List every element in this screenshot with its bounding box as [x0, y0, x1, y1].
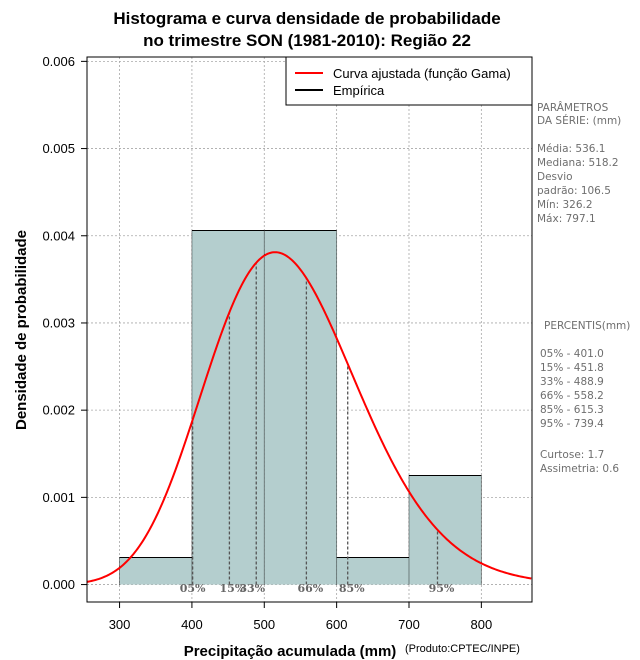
histogram-bar-2: [264, 230, 337, 585]
percentile-label-15%: 15%: [220, 582, 246, 595]
percentiles-panel: PERCENTIS(mm) 05% - 401.0 15% - 451.8 33…: [540, 320, 630, 475]
y-tick-label: 0.005: [42, 141, 75, 156]
y-tick-label: 0.003: [42, 315, 75, 330]
y-tick-label: 0.000: [42, 577, 75, 592]
percentile-05: 05% - 401.0: [540, 348, 604, 360]
x-tick-label: 400: [181, 617, 203, 632]
y-tick-label: 0.001: [42, 490, 75, 505]
percentile-lines: [191, 262, 439, 585]
chart-title-line-2: no trimestre SON (1981-2010): Região 22: [143, 31, 471, 50]
param-max: Máx: 797.1: [537, 213, 596, 225]
percentile-66: 66% - 558.2: [540, 390, 604, 402]
params-title-2: DA SÉRIE: (mm): [537, 114, 621, 127]
param-desvio: Desvio: [537, 171, 573, 183]
histogram-bars: [119, 230, 482, 585]
percentile-labels: 05% 15%33% 66% 85% 95%: [180, 582, 455, 595]
y-tick-label: 0.004: [42, 228, 75, 243]
credit-label: (Produto:CPTEC/INPE): [405, 643, 520, 655]
param-mediana: Mediana: 518.2: [537, 157, 619, 169]
param-min: Mín: 326.2: [537, 199, 593, 211]
series-parameters-panel: PARÂMETROS DA SÉRIE: (mm) Média: 536.1 M…: [537, 101, 621, 225]
percentile-15: 15% - 451.8: [540, 362, 604, 374]
x-axis-label: Precipitação acumulada (mm): [184, 643, 397, 660]
x-tick-label: 500: [253, 617, 275, 632]
y-tick-label: 0.006: [42, 54, 75, 69]
percentile-85: 85% - 615.3: [540, 404, 604, 416]
x-tick-label: 800: [470, 617, 492, 632]
params-title-1: PARÂMETROS: [537, 101, 609, 114]
percentile-label-85%: 85%: [339, 582, 365, 595]
percentile-label-95%: 95%: [429, 582, 455, 595]
y-axis-label: Densidade de probabilidade: [13, 230, 30, 430]
param-padrao: padrão: 106.5: [537, 185, 611, 197]
x-axis: 300 400 500 600 700 800: [109, 602, 492, 632]
x-tick-label: 300: [109, 617, 131, 632]
percentile-33: 33% - 488.9: [540, 376, 604, 388]
fitted-gamma-curve: [86, 251, 532, 583]
y-axis: 0.000 0.001 0.002 0.003 0.004 0.005 0.006: [42, 54, 87, 592]
param-media: Média: 536.1: [537, 143, 605, 155]
percentile-label-05%: 05%: [180, 582, 206, 595]
assimetria-value: Assimetria: 0.6: [540, 463, 619, 475]
legend-empirical-label: Empírica: [333, 83, 385, 98]
percentile-label-33%: 33%: [239, 582, 265, 595]
legend-box: [285, 56, 533, 106]
curtose-value: Curtose: 1.7: [540, 449, 604, 461]
x-tick-label: 600: [326, 617, 348, 632]
histogram-bar-1: [191, 230, 265, 585]
percentis-title: PERCENTIS(mm): [544, 320, 630, 332]
histogram-bar-0: [119, 557, 192, 585]
fitted-curve-layer: [86, 251, 532, 583]
chart-title-line-1: Histograma e curva densidade de probabil…: [113, 9, 500, 28]
percentile-label-66%: 66%: [298, 582, 324, 595]
legend-curve-label: Curva ajustada (função Gama): [333, 66, 511, 81]
y-tick-label: 0.002: [42, 403, 75, 418]
x-tick-label: 700: [398, 617, 420, 632]
histogram-bar-3: [336, 557, 409, 585]
histogram-bar-4: [408, 475, 482, 585]
percentile-95: 95% - 739.4: [540, 418, 604, 430]
legend: Curva ajustada (função Gama) Empírica: [285, 56, 533, 106]
